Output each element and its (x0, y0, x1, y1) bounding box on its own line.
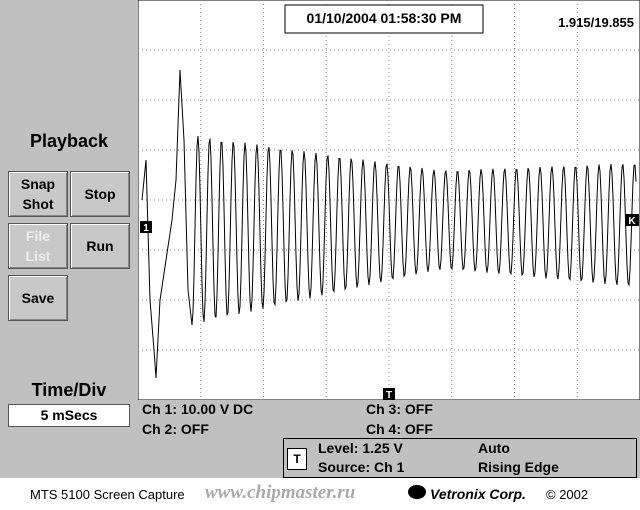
level-marker-box (625, 214, 639, 226)
company-logo (408, 485, 426, 499)
panel-title: Playback (29, 131, 109, 151)
trigger-mode: Auto (478, 440, 510, 456)
trigger-marker: T (386, 390, 392, 400)
position: 1.915/19.855 (558, 15, 634, 30)
ch2-status: Ch 2: OFF (142, 421, 209, 437)
waveform (141, 69, 637, 379)
timestamp: 01/10/2004 01:58:30 PM (307, 10, 462, 26)
snapshot-button[interactable]: Snap Shot (8, 171, 68, 217)
trigger-marker-box (383, 388, 395, 400)
stop-button[interactable]: Stop (70, 171, 130, 217)
trigger-edge: Rising Edge (478, 459, 559, 475)
ch1-marker-box (140, 221, 152, 233)
trigger-source: Source: Ch 1 (318, 459, 405, 475)
trigger-level: Level: 1.25 V (318, 440, 403, 456)
status-bar (138, 400, 640, 478)
run-button[interactable]: Run (70, 223, 130, 269)
save-button[interactable]: Save (8, 275, 68, 321)
trigger-box (283, 438, 637, 478)
footer-watermark: www.chipmaster.ru (205, 482, 356, 503)
footer-copyright: © 2002 (546, 487, 589, 502)
time-div-label: Time/Div (31, 380, 107, 400)
level-marker: K (628, 216, 636, 227)
scope-screen: 01/10/2004 01:58:30 PM 1.915/19.855 1 T … (138, 0, 640, 400)
ch3-status: Ch 3: OFF (366, 401, 433, 417)
timestamp-box (284, 4, 484, 34)
ch1-status: Ch 1: 10.00 V DC (142, 401, 254, 417)
footer-product: MTS 5100 Screen Capture (30, 487, 185, 502)
file-list-button[interactable]: File List (8, 223, 68, 269)
trigger-icon: T (287, 448, 307, 470)
time-div-value[interactable]: 5 mSecs (8, 404, 130, 427)
ch1-marker: 1 (143, 223, 149, 234)
ch4-status: Ch 4: OFF (366, 421, 433, 437)
footer-company: Vetronix Corp. (430, 486, 526, 502)
